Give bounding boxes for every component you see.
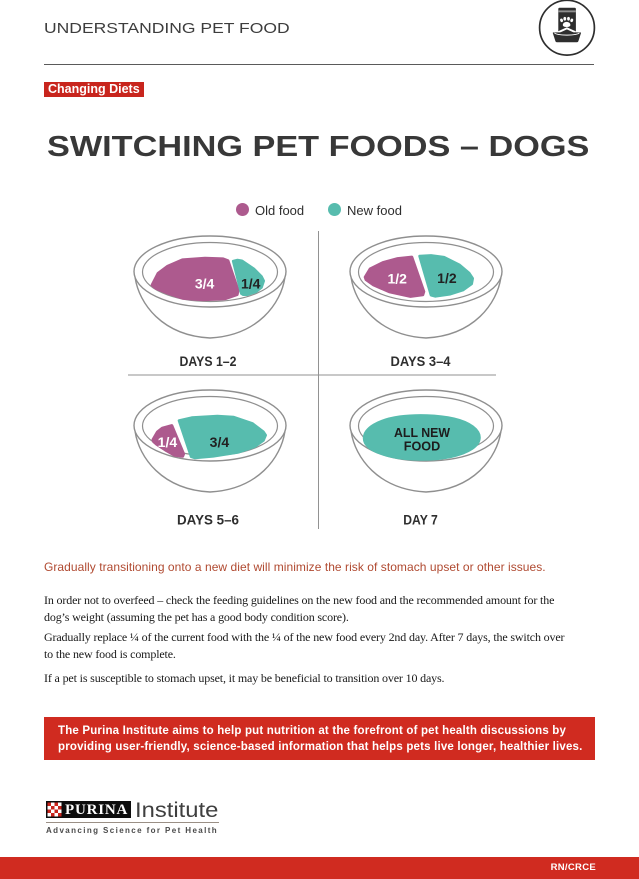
svg-text:3/4: 3/4 — [210, 434, 230, 450]
svg-text:FOOD: FOOD — [404, 439, 441, 453]
svg-text:3/4: 3/4 — [195, 275, 215, 291]
svg-text:1/4: 1/4 — [241, 275, 261, 291]
svg-text:1/4: 1/4 — [158, 434, 178, 450]
svg-text:DAYS 5–6: DAYS 5–6 — [177, 513, 239, 528]
svg-text:ALL NEW: ALL NEW — [394, 426, 450, 440]
svg-text:1/2: 1/2 — [437, 270, 457, 286]
svg-text:DAYS 1–2: DAYS 1–2 — [180, 354, 237, 369]
svg-text:DAY 7: DAY 7 — [403, 513, 438, 528]
svg-text:PURINA: PURINA — [65, 802, 128, 818]
svg-text:DAYS 3–4: DAYS 3–4 — [391, 354, 451, 369]
svg-text:1/2: 1/2 — [387, 271, 407, 287]
